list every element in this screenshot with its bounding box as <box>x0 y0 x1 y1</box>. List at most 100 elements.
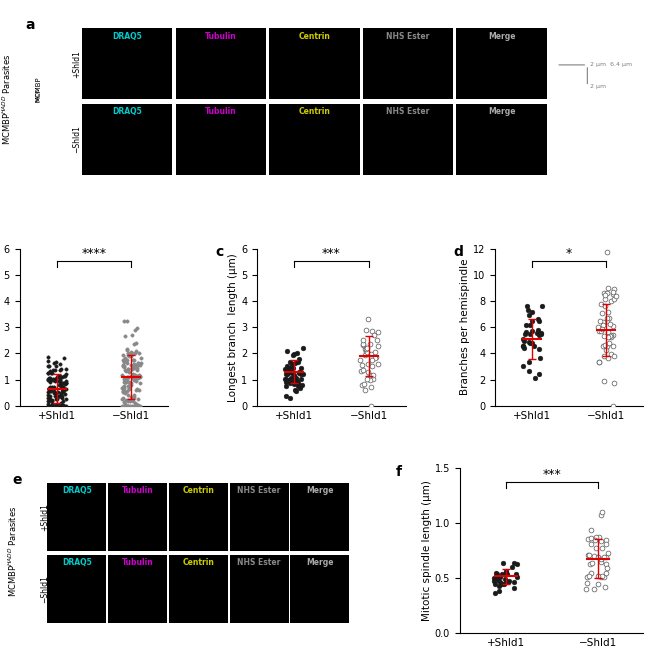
Bar <box>456 28 547 99</box>
Point <box>120 377 130 387</box>
Point <box>129 358 140 369</box>
Point <box>593 357 604 367</box>
Point <box>132 384 142 394</box>
Point <box>47 400 58 411</box>
Point <box>126 371 136 381</box>
Text: HADD: HADD <box>36 87 41 102</box>
Point <box>365 370 376 380</box>
Point <box>502 577 513 588</box>
Point <box>54 391 64 402</box>
Point <box>60 379 70 390</box>
Point <box>359 385 370 395</box>
Point <box>135 377 146 388</box>
Point <box>601 534 612 545</box>
Point <box>43 375 53 385</box>
Point <box>356 379 367 390</box>
Point <box>44 396 55 406</box>
Point <box>58 378 68 389</box>
Text: MCMBP$^{HADD}$ Parasites: MCMBP$^{HADD}$ Parasites <box>1 54 13 145</box>
Point <box>42 368 53 378</box>
Point <box>119 383 129 393</box>
Point <box>529 341 539 351</box>
Point <box>609 350 619 360</box>
Point <box>49 382 59 392</box>
Point <box>128 372 138 382</box>
Text: Merge: Merge <box>306 486 333 495</box>
Point <box>599 287 609 298</box>
Point <box>45 391 55 402</box>
Point <box>44 393 55 404</box>
Point <box>587 558 597 568</box>
Point <box>135 400 146 411</box>
Point <box>44 366 55 377</box>
Point <box>133 394 143 404</box>
Point <box>603 326 614 337</box>
Point <box>608 289 618 300</box>
Point <box>124 351 134 362</box>
Point <box>124 383 134 393</box>
Point <box>291 375 302 386</box>
Point <box>126 377 136 388</box>
Point <box>49 385 60 396</box>
Point <box>129 400 139 411</box>
Point <box>55 377 66 388</box>
Point <box>363 358 373 369</box>
Point <box>602 563 612 573</box>
Point <box>124 367 134 377</box>
Point <box>599 294 610 304</box>
Point <box>499 579 510 589</box>
Point <box>501 566 512 577</box>
Point <box>292 348 302 358</box>
Point <box>131 323 142 333</box>
Point <box>602 341 612 351</box>
Point <box>118 359 128 370</box>
Point <box>60 389 70 400</box>
Point <box>51 357 62 368</box>
Point <box>598 319 608 330</box>
Point <box>120 386 130 396</box>
Point <box>601 539 611 549</box>
Point <box>43 352 53 362</box>
Point <box>296 380 307 390</box>
Text: Centrin: Centrin <box>298 31 330 40</box>
Point <box>43 361 53 372</box>
Point <box>281 390 291 401</box>
Point <box>287 358 297 369</box>
Point <box>135 372 145 382</box>
Point <box>127 355 138 366</box>
Point <box>367 361 378 372</box>
Point <box>294 381 305 391</box>
Point <box>118 360 128 371</box>
Point <box>57 381 68 392</box>
Point <box>55 399 66 409</box>
Point <box>132 364 142 375</box>
Point <box>595 299 606 310</box>
Text: DRAQ5: DRAQ5 <box>62 558 92 567</box>
Point <box>52 372 62 382</box>
Point <box>131 375 142 386</box>
Point <box>133 358 143 368</box>
Point <box>589 551 599 562</box>
Point <box>123 390 133 400</box>
Point <box>519 343 529 353</box>
Point <box>597 571 608 581</box>
Point <box>593 322 603 332</box>
Point <box>596 554 606 565</box>
Point <box>603 313 614 323</box>
Point <box>44 392 54 402</box>
Point <box>55 375 65 386</box>
Point <box>365 400 376 411</box>
Point <box>50 400 60 411</box>
Text: 2 μm  6.4 μm: 2 μm 6.4 μm <box>590 63 632 67</box>
Point <box>594 532 604 543</box>
Point <box>583 549 593 560</box>
Bar <box>291 555 349 623</box>
Bar <box>269 104 359 175</box>
Point <box>523 357 534 368</box>
Point <box>124 396 135 406</box>
Point <box>281 374 292 385</box>
Point <box>116 383 127 393</box>
Point <box>603 548 614 558</box>
Point <box>125 379 135 389</box>
Point <box>120 353 130 363</box>
